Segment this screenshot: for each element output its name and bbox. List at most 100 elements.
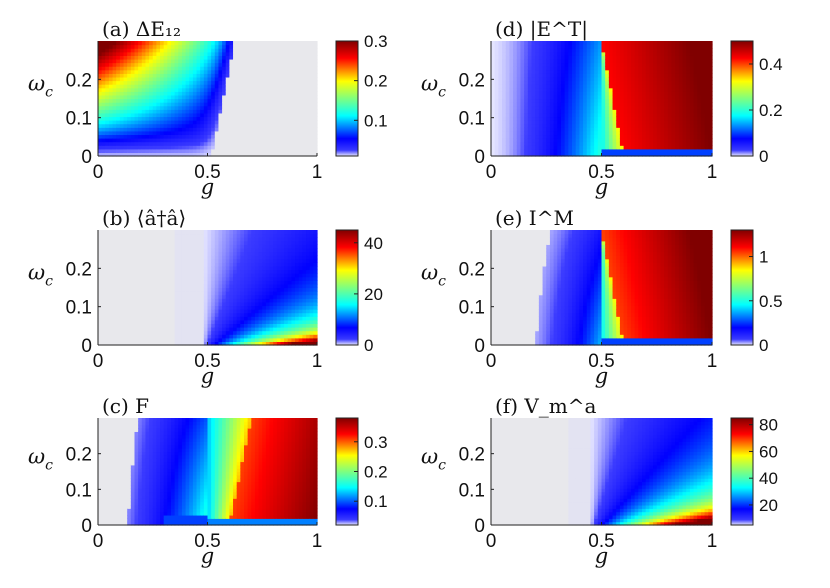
heatmap-cell <box>251 73 256 78</box>
heatmap-cell <box>171 48 176 53</box>
heatmap-cell <box>196 76 201 82</box>
heatmap-cell <box>313 94 318 100</box>
heatmap-cell <box>494 145 499 150</box>
heatmap-cell <box>207 58 212 64</box>
heatmap-cell <box>579 69 584 74</box>
heatmap-cell <box>163 319 168 325</box>
heatmap-cell <box>309 44 314 49</box>
heatmap-cell <box>222 116 227 121</box>
heatmap-cell <box>189 244 194 249</box>
heatmap-cell <box>535 58 540 64</box>
heatmap-cell <box>178 120 183 125</box>
heatmap-cell <box>697 123 702 128</box>
heatmap-cell <box>200 120 205 125</box>
heatmap-cell <box>276 55 282 60</box>
heatmap-cell <box>605 148 610 153</box>
heatmap-cell <box>178 283 183 289</box>
heatmap-cell <box>630 105 636 110</box>
heatmap-cell <box>145 145 150 150</box>
heatmap-cell <box>171 76 176 82</box>
heatmap-cell <box>708 80 713 85</box>
heatmap-cell <box>700 51 706 56</box>
heatmap-cell <box>174 319 179 325</box>
heatmap-cell <box>535 41 540 46</box>
heatmap-cell <box>112 127 117 132</box>
heatmap-cell <box>185 316 190 321</box>
heatmap-cell <box>302 48 307 53</box>
heatmap-cell <box>251 116 256 121</box>
heatmap-cell <box>185 105 190 110</box>
heatmap-cell <box>233 109 238 114</box>
heatmap-cell <box>181 309 187 314</box>
heatmap-cell <box>616 141 621 146</box>
heatmap-cell <box>276 62 282 67</box>
heatmap-cell <box>149 44 154 49</box>
heatmap-cell <box>211 341 216 346</box>
heatmap-cell <box>211 73 216 78</box>
heatmap-cell <box>174 262 179 267</box>
heatmap-cell <box>203 44 209 49</box>
heatmap-cell <box>531 105 536 110</box>
heatmap-cell <box>269 102 274 107</box>
heatmap-cell <box>634 69 639 74</box>
heatmap-cell <box>116 323 121 328</box>
heatmap-cell <box>586 102 592 107</box>
heatmap-cell <box>704 120 709 125</box>
heatmap-cell <box>572 130 577 136</box>
heatmap-cell <box>160 291 165 296</box>
heatmap-cell <box>549 91 555 96</box>
heatmap-cell <box>590 55 595 60</box>
heatmap-cell <box>105 141 110 146</box>
heatmap-cell <box>553 41 558 46</box>
heatmap-cell <box>516 105 522 110</box>
heatmap-cell <box>152 301 157 307</box>
heatmap-cell <box>594 134 599 139</box>
heatmap-cell <box>222 48 227 53</box>
heatmap-cell <box>130 55 136 60</box>
heatmap-cell <box>127 251 132 256</box>
heatmap-cell <box>498 44 503 49</box>
heatmap-cell <box>185 87 190 92</box>
heatmap-cell <box>494 127 499 132</box>
heatmap-cell <box>664 55 669 60</box>
heatmap-cell <box>630 141 636 146</box>
heatmap-cell <box>167 94 172 100</box>
heatmap-cell <box>141 41 147 46</box>
heatmap-cell <box>693 94 698 100</box>
heatmap-cell <box>557 44 562 49</box>
heatmap-cell <box>145 48 150 53</box>
heatmap-cell <box>557 41 562 46</box>
heatmap-cell <box>203 312 209 317</box>
heatmap-cell <box>608 145 614 150</box>
heatmap-cell <box>697 44 702 49</box>
heatmap-cell <box>149 76 154 82</box>
heatmap-cell <box>101 309 106 314</box>
heatmap-cell <box>225 145 230 150</box>
heatmap-cell <box>653 51 658 56</box>
heatmap-cell <box>295 105 300 110</box>
heatmap-cell <box>222 341 227 346</box>
heatmap-cell <box>656 141 662 146</box>
heatmap-cell <box>127 73 132 78</box>
heatmap-cell <box>196 244 201 249</box>
heatmap-cell <box>119 283 125 289</box>
heatmap-cell <box>101 255 106 260</box>
heatmap-cell <box>542 87 547 92</box>
heatmap-cell <box>597 152 603 157</box>
heatmap-cell <box>196 273 201 278</box>
heatmap-cell <box>236 116 241 121</box>
heatmap-cell <box>222 301 227 307</box>
heatmap-cell <box>309 130 314 136</box>
heatmap-cell <box>302 62 307 67</box>
heatmap-cell <box>116 287 121 292</box>
heatmap-cell <box>127 91 132 96</box>
heatmap-cell <box>527 87 533 92</box>
heatmap-cell <box>105 138 110 143</box>
heatmap-cell <box>211 94 216 100</box>
heatmap-cell <box>222 148 227 153</box>
heatmap-cell <box>108 123 114 128</box>
heatmap-cell <box>549 152 555 157</box>
heatmap-cell <box>189 291 194 296</box>
heatmap-cell <box>549 134 555 139</box>
heatmap-cell <box>167 134 172 139</box>
